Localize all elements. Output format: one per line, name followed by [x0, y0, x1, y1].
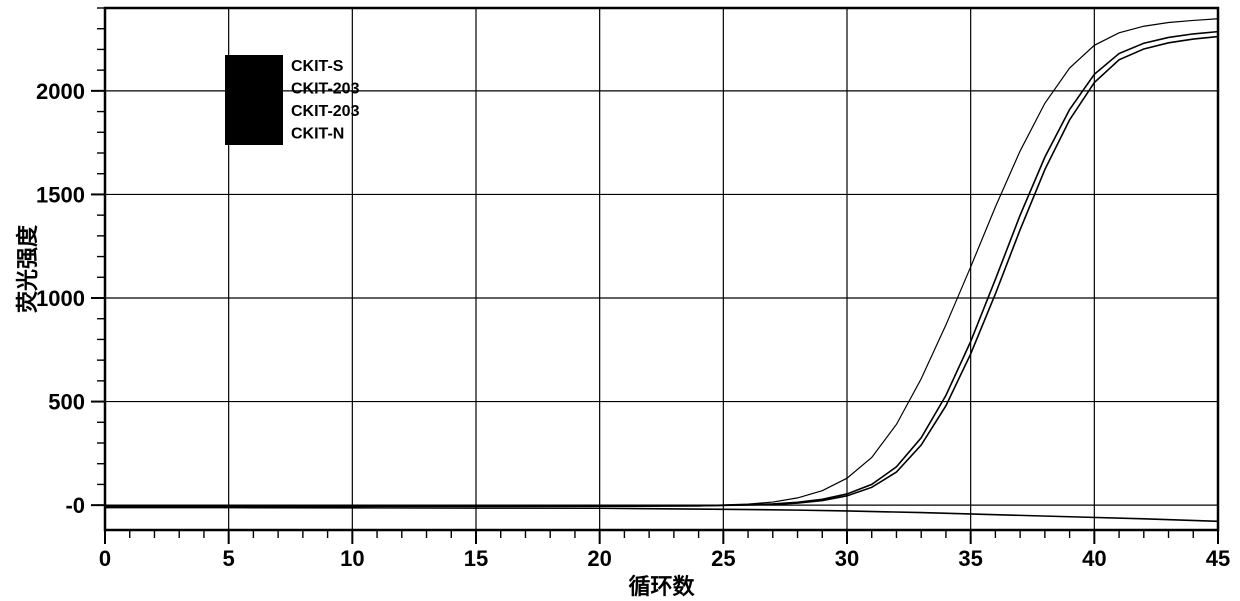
y-tick-label: 1500	[36, 182, 85, 207]
x-tick-label: 25	[711, 546, 735, 571]
legend-swatch	[225, 55, 283, 145]
y-tick-label: 1000	[36, 286, 85, 311]
y-tick-label: -0	[65, 493, 85, 518]
x-tick-label: 10	[340, 546, 364, 571]
legend-item-label: CKIT-203	[291, 103, 360, 120]
x-tick-label: 5	[223, 546, 235, 571]
x-tick-label: 35	[958, 546, 982, 571]
y-tick-label: 500	[48, 390, 85, 415]
y-axis-label: 荧光强度	[15, 224, 40, 313]
x-tick-label: 0	[99, 546, 111, 571]
y-tick-label: 2000	[36, 79, 85, 104]
chart-svg: 0 5 10 15 20 25 30 35 40 45 循环数 -0 500 1000 1500 2000 荧光…	[0, 0, 1240, 601]
amplification-chart: 0 5 10 15 20 25 30 35 40 45 循环数 -0 500 1000 1500 2000 荧光…	[0, 0, 1240, 601]
legend-item-label: CKIT-S	[291, 58, 344, 75]
legend-item-label: CKIT-203	[291, 81, 360, 98]
x-tick-label: 40	[1082, 546, 1106, 571]
x-tick-label: 20	[587, 546, 611, 571]
legend-item-label: CKIT-N	[291, 126, 344, 143]
x-tick-label: 15	[464, 546, 488, 571]
x-tick-label: 30	[835, 546, 859, 571]
x-axis-label: 循环数	[628, 574, 695, 599]
x-tick-label: 45	[1206, 546, 1230, 571]
